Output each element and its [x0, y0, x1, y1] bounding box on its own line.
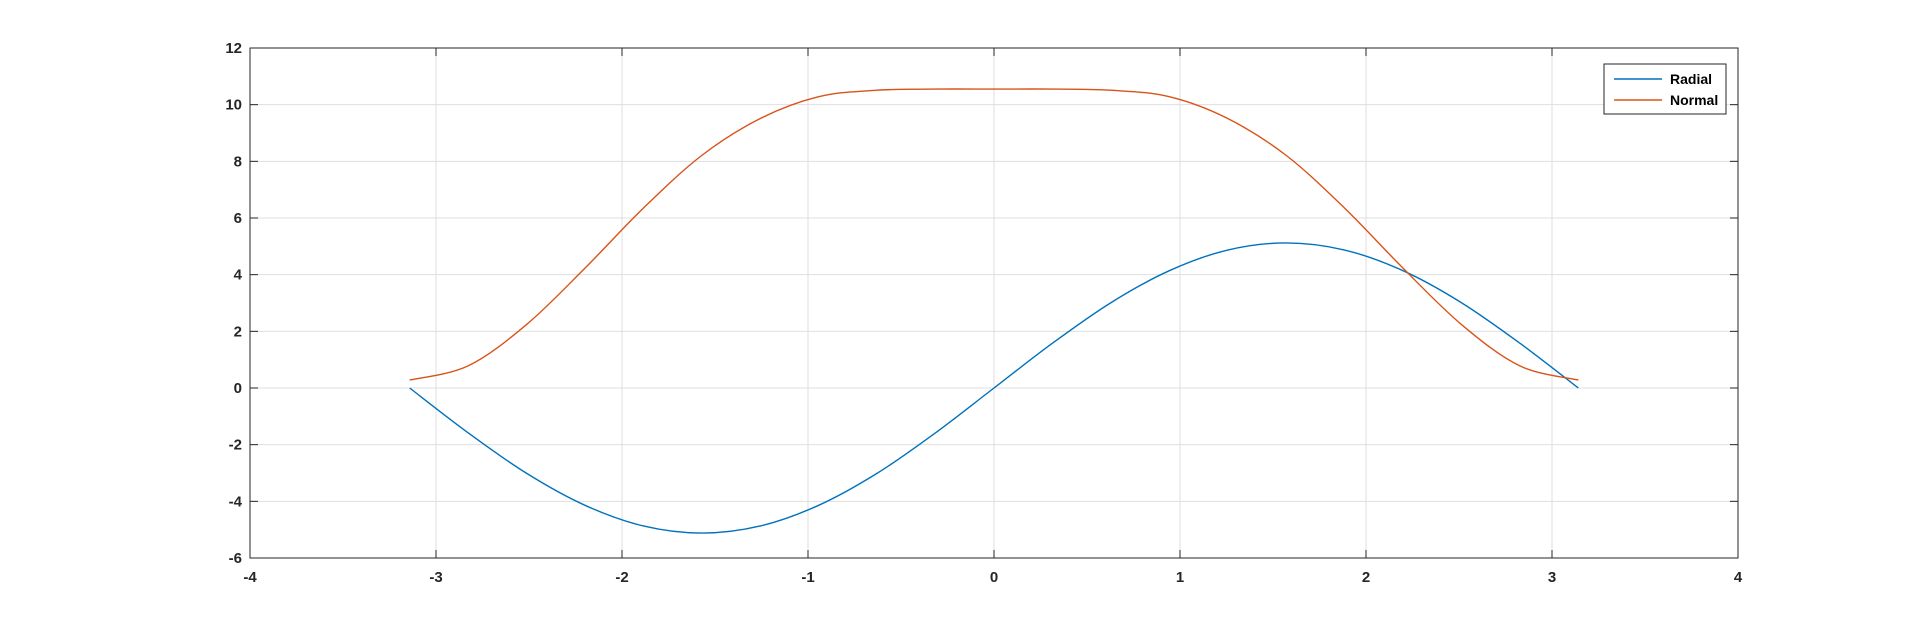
tick-marks	[249, 47, 1739, 559]
series-line-normal	[409, 88, 1579, 381]
x-tick-label: -1	[801, 569, 814, 586]
x-tick-label: 2	[1362, 569, 1370, 586]
y-tick-label: 2	[234, 323, 242, 340]
grid	[249, 47, 1739, 559]
y-tick-label: 8	[234, 153, 242, 170]
y-tick-label: -6	[229, 550, 242, 567]
y-tick-label: -2	[229, 437, 242, 454]
x-tick-label: 1	[1176, 569, 1184, 586]
legend-box	[1603, 63, 1727, 115]
x-tick-labels: -4 -3 -2 -1 0 1 2 3 4	[243, 569, 1743, 586]
series-layer	[409, 88, 1579, 534]
x-tick-label: 0	[990, 569, 998, 586]
y-tick-labels: -6 -4 -2 0 2 4 6 8 10 12	[225, 40, 242, 567]
y-tick-label: 10	[225, 97, 242, 114]
x-tick-label: -3	[429, 569, 442, 586]
y-tick-label: 0	[234, 380, 242, 397]
y-tick-label: 4	[234, 267, 243, 284]
y-tick-label: 6	[234, 210, 242, 227]
x-tick-label: 4	[1734, 569, 1743, 586]
legend: Radial Normal	[1603, 63, 1727, 115]
y-tick-label: 12	[225, 40, 242, 57]
legend-label-radial: Radial	[1670, 71, 1712, 87]
y-tick-label: -4	[229, 493, 243, 510]
x-tick-label: -4	[243, 569, 257, 586]
series-line-radial	[409, 242, 1579, 534]
x-tick-label: -2	[615, 569, 628, 586]
x-tick-label: 3	[1548, 569, 1556, 586]
legend-label-normal: Normal	[1670, 92, 1718, 108]
